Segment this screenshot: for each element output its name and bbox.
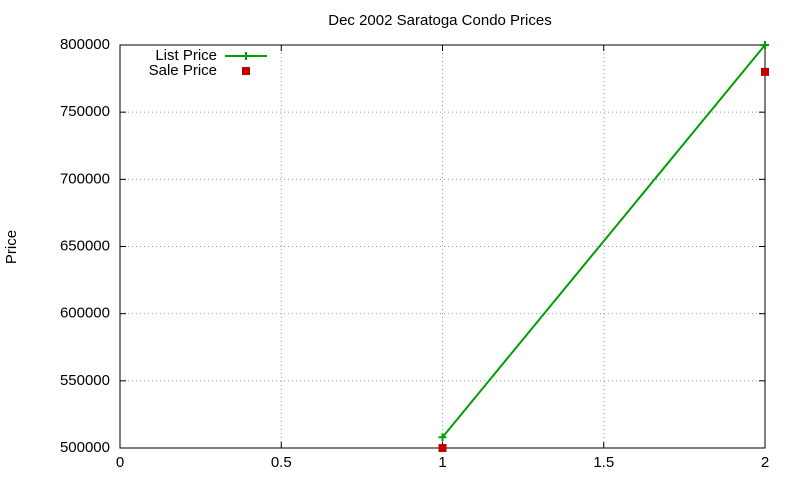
data-point <box>438 433 447 442</box>
x-tick-label: 0 <box>116 454 124 471</box>
data-point <box>761 41 769 49</box>
x-tick-label: 1 <box>438 454 446 471</box>
data-point <box>761 67 769 76</box>
x-tick-label: 0.5 <box>271 454 292 471</box>
legend-marker <box>242 52 250 60</box>
y-tick-label: 500000 <box>60 439 110 456</box>
legend-label: List Price <box>155 47 217 64</box>
series-line <box>441 44 766 438</box>
data-point <box>438 444 447 452</box>
legend-label: Sale Price <box>149 62 217 79</box>
y-tick-label: 800000 <box>60 36 110 53</box>
legend-marker <box>242 67 250 75</box>
y-axis-label: Price <box>3 230 20 264</box>
chart-title: Dec 2002 Saratoga Condo Prices <box>328 12 551 29</box>
y-tick-label: 600000 <box>60 305 110 322</box>
y-tick-label: 550000 <box>60 372 110 389</box>
x-tick-label: 1.5 <box>593 454 614 471</box>
y-tick-label: 750000 <box>60 103 110 120</box>
y-tick-label: 650000 <box>60 237 110 254</box>
y-tick-label: 700000 <box>60 170 110 187</box>
x-tick-label: 2 <box>761 454 769 471</box>
